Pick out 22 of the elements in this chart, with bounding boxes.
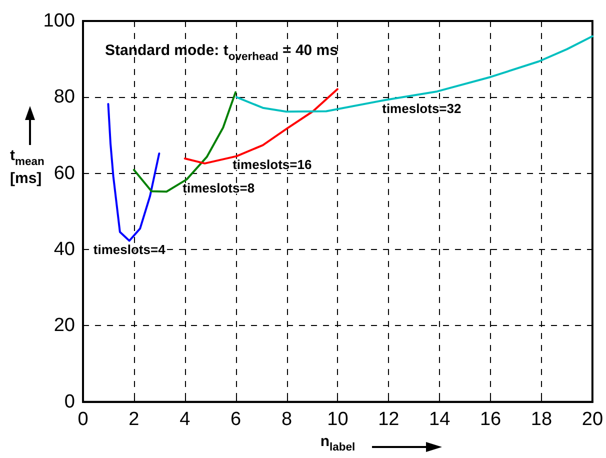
y-tick-label: 60 — [54, 162, 75, 184]
x-tick-label: 8 — [281, 408, 292, 430]
y-tick-label: 40 — [54, 239, 75, 260]
x-tick-label: 20 — [582, 408, 604, 430]
x-tick-label: 6 — [230, 408, 242, 430]
x-tick-label: 14 — [429, 408, 451, 430]
y-tick-label: 20 — [54, 315, 75, 336]
line-series — [107, 103, 160, 242]
series-label: timeslots=4 — [93, 242, 166, 257]
x-tick-label: 18 — [530, 408, 552, 430]
y-tick-label: 100 — [43, 10, 75, 32]
x-tick-label: 10 — [327, 408, 348, 430]
series-label: timeslots=8 — [182, 180, 255, 196]
y-tick-label: 80 — [54, 86, 75, 108]
x-tick-label: 4 — [180, 408, 191, 430]
x-tick-label: 12 — [378, 408, 400, 430]
y-tick-label: 0 — [64, 391, 75, 412]
series-label: timeslots=16 — [232, 157, 312, 172]
x-tick-label: 16 — [480, 408, 502, 430]
x-tick-label: 0 — [78, 408, 88, 430]
x-tick-label: 2 — [128, 408, 140, 430]
series-label: timeslots=32 — [382, 100, 462, 116]
